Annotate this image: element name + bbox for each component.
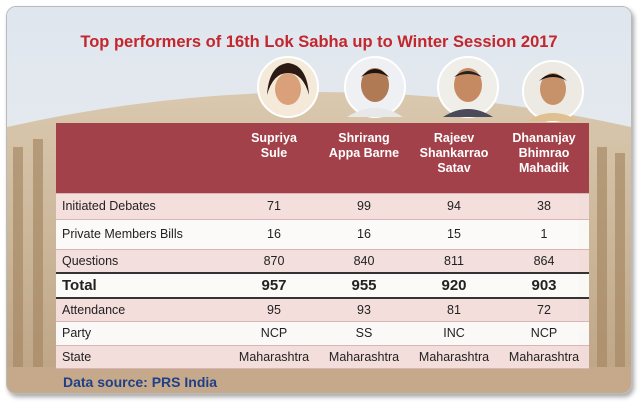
cell: 840	[319, 249, 409, 274]
cell: 1	[499, 219, 589, 250]
cell: SS	[319, 321, 409, 346]
cell: 81	[409, 298, 499, 322]
header-corner	[56, 123, 229, 194]
row-label: Initiated Debates	[56, 193, 229, 220]
cell: 94	[409, 193, 499, 220]
cell: 71	[229, 193, 319, 220]
table-row: State Maharashtra Maharashtra Maharashtra Ma…	[56, 345, 589, 369]
cell: 16	[319, 219, 409, 250]
cell: Maharashtra	[409, 345, 499, 369]
header-line: Satav	[437, 161, 471, 175]
cell: Maharashtra	[319, 345, 409, 369]
cell: 93	[319, 298, 409, 322]
column-header: Shrirang Appa Barne	[319, 123, 409, 194]
table-row: Initiated Debates 71 99 94 38	[56, 193, 589, 220]
table-body: Initiated Debates 71 99 94 38 Private Members…	[56, 193, 589, 369]
header-row: Supriya Sule Shrirang Appa Barne Rajeev Shank…	[56, 123, 589, 194]
cell: 903	[499, 272, 589, 299]
cell: INC	[409, 321, 499, 346]
header-line: Bhimrao	[518, 146, 570, 160]
header-line: Sule	[260, 146, 288, 160]
table-row: Party NCP SS INC NCP	[56, 321, 589, 346]
header-line: Shrirang	[338, 131, 390, 145]
infographic: Top performers of 16th Lok Sabha up to W…	[6, 6, 632, 394]
header-line: Dhananjay	[512, 131, 576, 145]
row-label: Questions	[56, 249, 229, 274]
row-label: State	[56, 345, 229, 369]
cell: 955	[319, 272, 409, 299]
cell: Maharashtra	[499, 345, 589, 369]
header-line: Mahadik	[518, 161, 569, 175]
title: Top performers of 16th Lok Sabha up to W…	[80, 33, 558, 51]
cell: 15	[409, 219, 499, 250]
source-note: Data source: PRS India	[63, 374, 218, 390]
column-header: Dhananjay Bhimrao Mahadik	[499, 123, 589, 194]
row-label: Attendance	[56, 298, 229, 322]
cell: NCP	[499, 321, 589, 346]
cell: 99	[319, 193, 409, 220]
row-label: Private Members Bills	[56, 219, 229, 250]
performance-table: Supriya Sule Shrirang Appa Barne Rajeev Shank…	[56, 123, 589, 369]
cell: NCP	[229, 321, 319, 346]
row-label: Party	[56, 321, 229, 346]
cell: 16	[229, 219, 319, 250]
row-label: Total	[56, 272, 229, 299]
cell: 920	[409, 272, 499, 299]
cell: 870	[229, 249, 319, 274]
cell: 811	[409, 249, 499, 274]
header-line: Shankarrao	[419, 146, 489, 160]
cell: 957	[229, 272, 319, 299]
cell: Maharashtra	[229, 345, 319, 369]
table-row: Questions 870 840 811 864	[56, 249, 589, 274]
column-header: Rajeev Shankarrao Satav	[409, 123, 499, 194]
cell: 95	[229, 298, 319, 322]
cell: 72	[499, 298, 589, 322]
portraits	[257, 56, 584, 122]
header-line: Appa Barne	[328, 146, 400, 160]
cell: 38	[499, 193, 589, 220]
table-row: Total 957 955 920 903	[56, 272, 589, 299]
column-header: Supriya Sule	[229, 123, 319, 194]
header-line: Supriya	[251, 131, 297, 145]
header-line: Rajeev	[433, 131, 475, 145]
cell: 864	[499, 249, 589, 274]
table-row: Attendance 95 93 81 72	[56, 298, 589, 322]
table-row: Private Members Bills 16 16 15 1	[56, 219, 589, 250]
